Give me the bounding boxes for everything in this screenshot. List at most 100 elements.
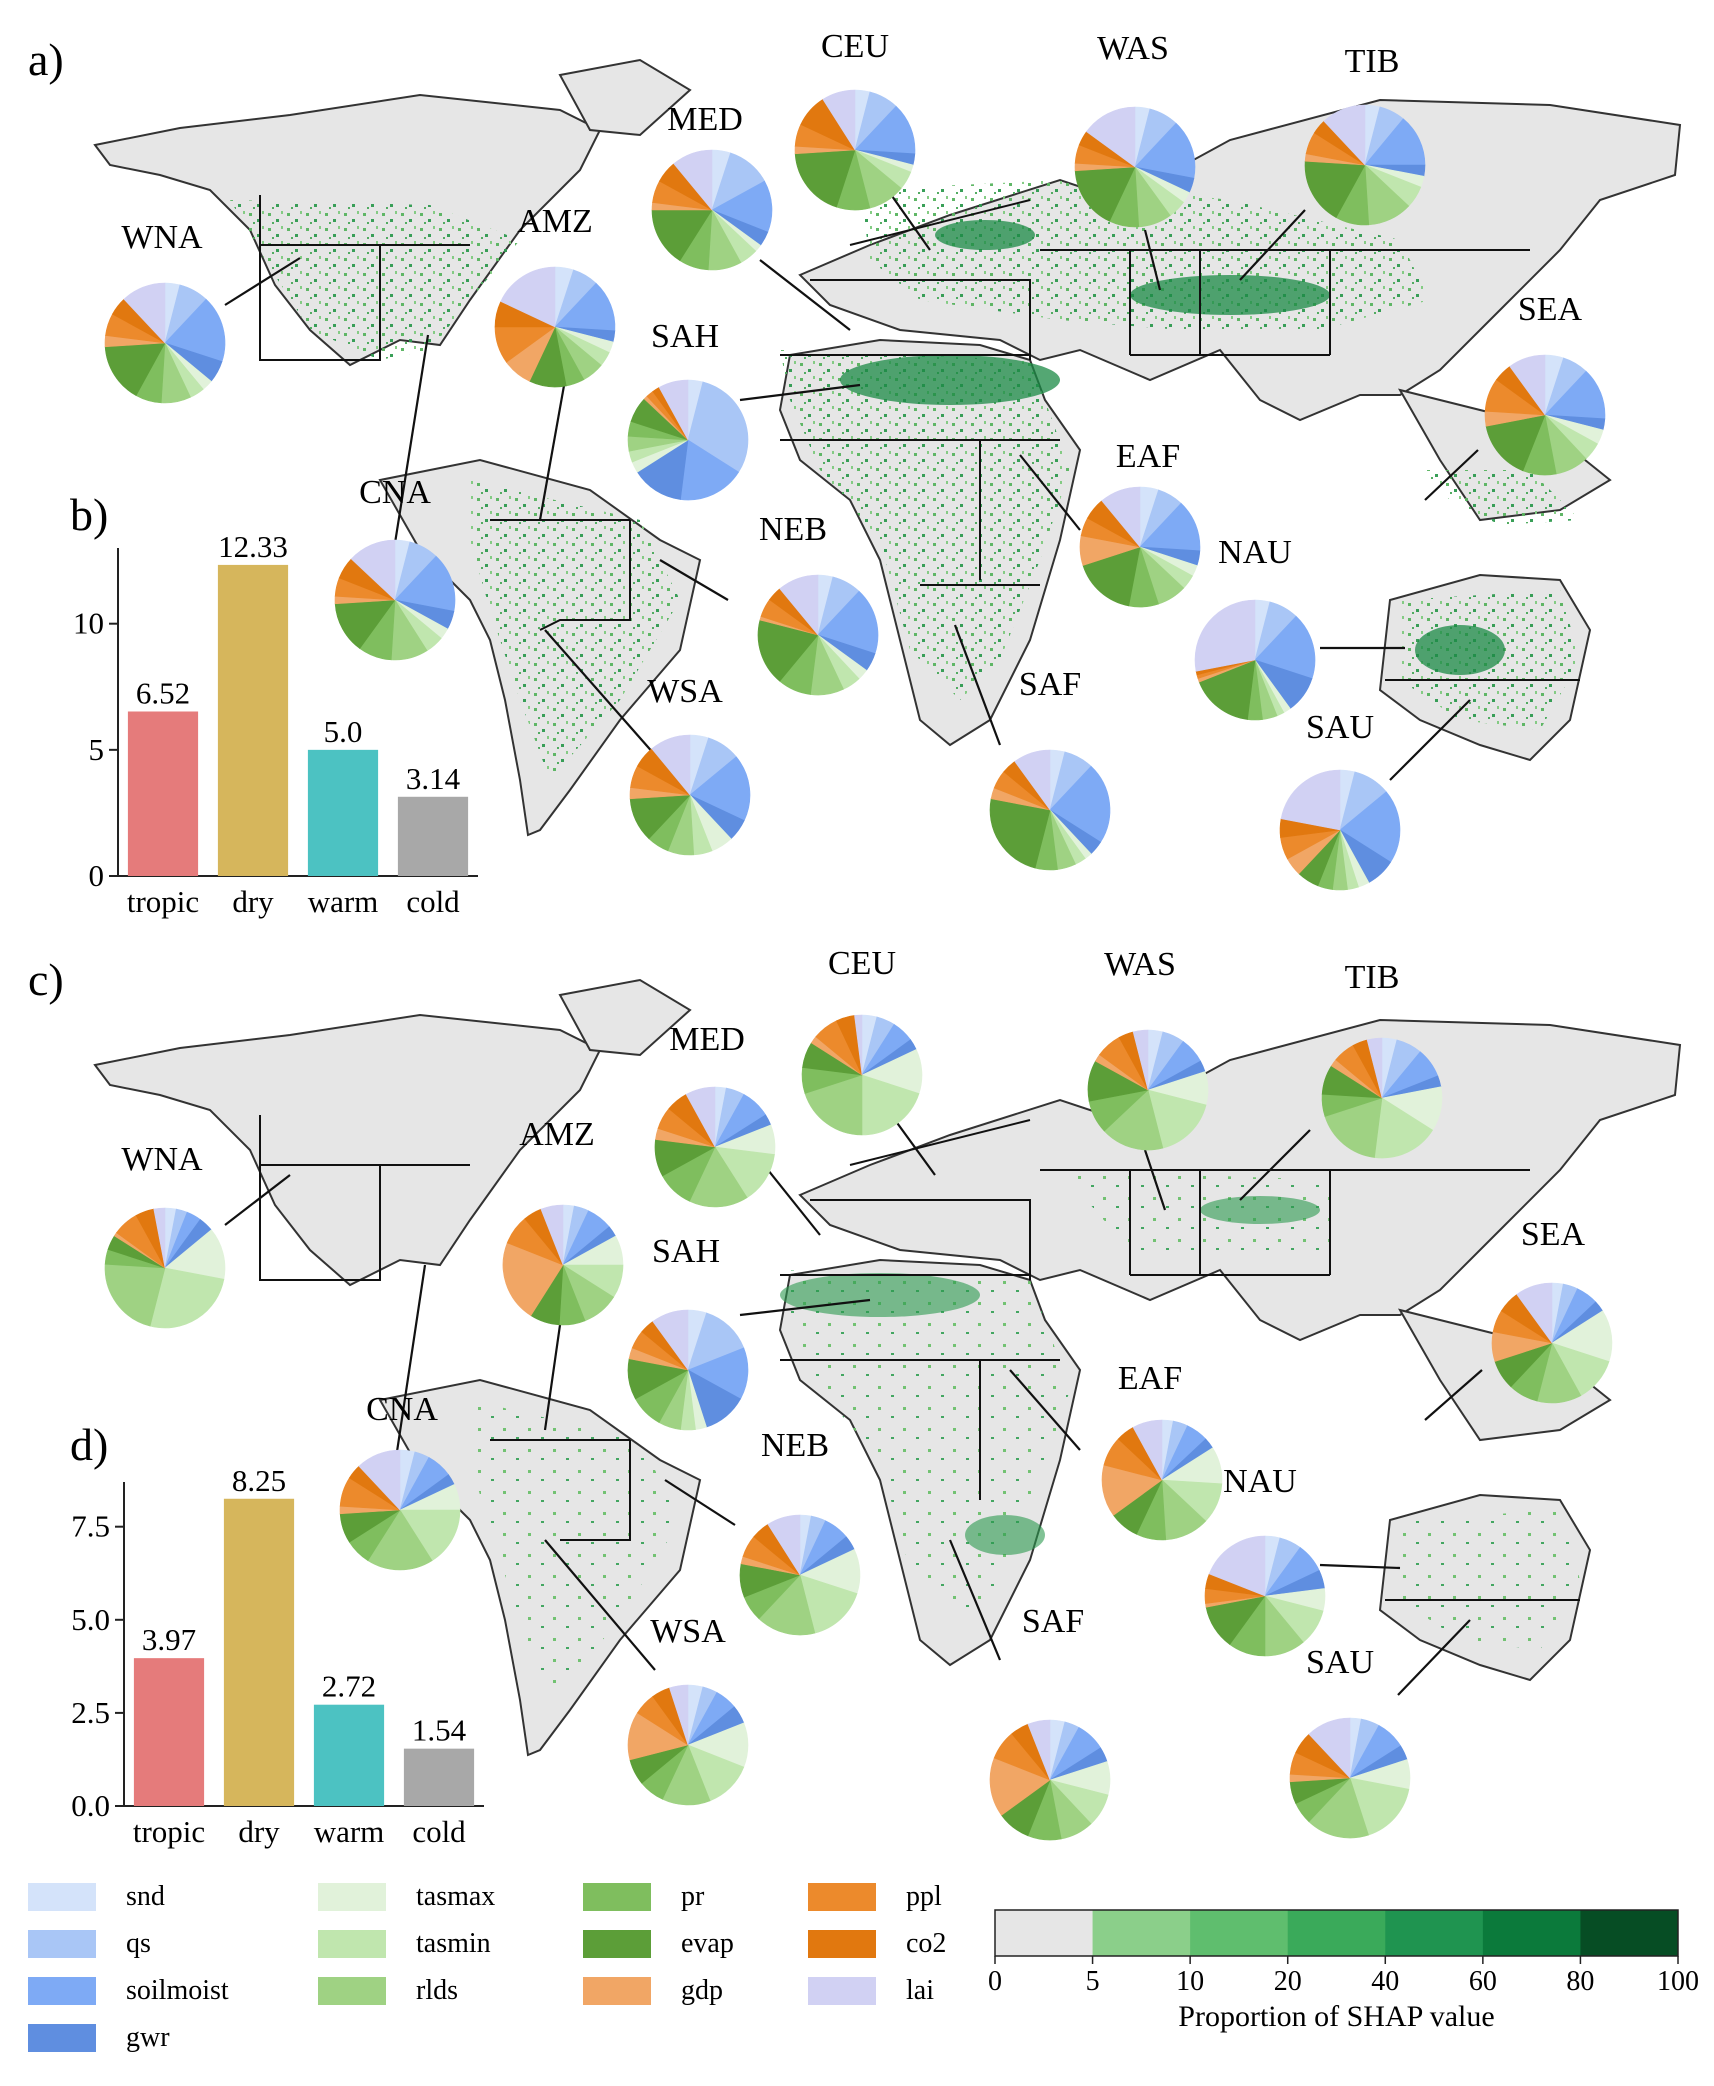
legend-label: gdp bbox=[681, 1975, 723, 2006]
x-tick-label: dry bbox=[238, 1814, 280, 1849]
region-label: NAU bbox=[1223, 1463, 1297, 1500]
pie-slice-rlds bbox=[367, 1509, 433, 1571]
pie-slice-evap bbox=[1074, 166, 1136, 222]
pie-slice-evap bbox=[651, 209, 713, 262]
bar-dry bbox=[217, 564, 289, 876]
pie-slice-lai bbox=[685, 1086, 716, 1148]
colorbar-tick-label: 40 bbox=[1371, 1966, 1399, 1997]
x-tick-label: warm bbox=[308, 884, 379, 919]
region-label: SAH bbox=[652, 1233, 720, 1270]
pie-ceu: CEU bbox=[794, 28, 916, 211]
bar-value-label: 12.33 bbox=[218, 529, 288, 564]
pie-slice-rlds bbox=[689, 1146, 748, 1208]
pie-slice-lai bbox=[651, 734, 691, 796]
pie-nau: NAU bbox=[1194, 534, 1316, 721]
bar-value-label: 3.14 bbox=[406, 761, 461, 796]
x-tick-label: cold bbox=[406, 884, 460, 919]
region-label: WNA bbox=[121, 1141, 203, 1178]
pie-slice-qs bbox=[687, 381, 749, 473]
pie-wna: WNA bbox=[104, 1141, 226, 1329]
pie-slice-evap bbox=[989, 798, 1051, 869]
region-label: CNA bbox=[366, 1391, 438, 1428]
legend-item-qs: qs bbox=[28, 1928, 151, 1959]
pie-slice-lai bbox=[1132, 1029, 1149, 1091]
bar-tropic bbox=[133, 1658, 205, 1806]
pie-slice-lai bbox=[779, 574, 819, 636]
pie-slice-evap bbox=[1304, 160, 1366, 218]
pie-saf: SAF bbox=[989, 1603, 1111, 1841]
legend-item-tasmin: tasmin bbox=[318, 1928, 491, 1959]
colorbar-bin bbox=[1580, 1910, 1679, 1956]
pie-slice-tasmin bbox=[1349, 1777, 1410, 1836]
panel-label-b: b) bbox=[70, 489, 108, 540]
pie-slice-rlds bbox=[1324, 1097, 1383, 1158]
pie-slice-soilmoist bbox=[164, 298, 226, 362]
bar-value-label: 3.97 bbox=[142, 1622, 196, 1657]
x-tick-label: cold bbox=[412, 1814, 466, 1849]
pie-slice-lai bbox=[500, 266, 556, 328]
legend-swatch bbox=[28, 1883, 96, 1911]
region-label: SAF bbox=[1022, 1603, 1084, 1640]
region-label: TIB bbox=[1345, 43, 1400, 80]
legend-item-co2: co2 bbox=[808, 1928, 946, 1959]
pie-amz: AMZ bbox=[502, 1116, 624, 1326]
pie-wsa: WSA bbox=[629, 673, 751, 856]
region-label: NEB bbox=[759, 511, 827, 548]
bar-chart-d: 0.0 2.5 5.0 7.5 3.97 tropic 8.25 dry 2.72 warm 1.5… bbox=[71, 1463, 484, 1849]
pie-slice-lai bbox=[1086, 106, 1136, 168]
legend-swatch bbox=[318, 1883, 386, 1911]
pie-slice-lai bbox=[123, 282, 166, 344]
y-tick-label: 0.0 bbox=[71, 1788, 110, 1823]
panel-label-a: a) bbox=[28, 34, 64, 85]
region-label: CNA bbox=[359, 474, 431, 511]
pie-slice-tasmin bbox=[1147, 1089, 1207, 1149]
pie-slice-lai bbox=[658, 379, 689, 441]
region-label: EAF bbox=[1118, 1360, 1182, 1397]
region-label: SAU bbox=[1306, 1644, 1374, 1681]
legend-label: ppl bbox=[906, 1881, 942, 1912]
pie-neb: NEB bbox=[739, 1427, 861, 1636]
map-c bbox=[93, 978, 1682, 1757]
legend-swatch bbox=[583, 1977, 651, 2005]
pie-slice-lai bbox=[1516, 1282, 1553, 1344]
y-tick-label: 0 bbox=[89, 858, 105, 893]
region-label: SAU bbox=[1306, 709, 1374, 746]
bar-tropic bbox=[127, 711, 199, 876]
pie-slice-tasmin bbox=[799, 1574, 858, 1634]
region-label: WNA bbox=[121, 219, 203, 256]
variable-legend: snd qs soilmoist gwr tasmax tasmin rlds pr evap g… bbox=[28, 1881, 946, 2053]
x-tick-label: dry bbox=[232, 884, 274, 919]
veg-hotspots bbox=[840, 220, 1505, 675]
legend-swatch bbox=[808, 1883, 876, 1911]
region-label: CEU bbox=[821, 28, 889, 65]
pie-slice-rlds bbox=[1308, 1777, 1369, 1839]
pie-slice-soilmoist bbox=[680, 439, 740, 501]
legend-swatch bbox=[808, 1977, 876, 2005]
pie-slice-rlds bbox=[804, 1074, 863, 1136]
pie-slice-lai bbox=[1366, 1037, 1383, 1099]
pie-slice-tasmin bbox=[714, 1146, 775, 1199]
pie-slice-gdp bbox=[502, 1242, 564, 1317]
pie-wsa: WSA bbox=[627, 1613, 749, 1806]
region-label: SAH bbox=[651, 318, 719, 355]
pie-slice-lai bbox=[652, 1309, 689, 1371]
pie-slice-evap bbox=[794, 149, 856, 208]
bar-value-label: 6.52 bbox=[136, 675, 190, 710]
x-tick-label: tropic bbox=[127, 884, 199, 919]
pie-sau: SAU bbox=[1289, 1644, 1411, 1839]
pie-slice-lai bbox=[358, 1449, 401, 1511]
x-tick-label: tropic bbox=[133, 1814, 205, 1849]
pie-slice-tasmin bbox=[399, 1509, 461, 1562]
colorbar-bin bbox=[1190, 1910, 1289, 1956]
region-label: AMZ bbox=[519, 1116, 595, 1153]
region-label: EAF bbox=[1116, 438, 1180, 475]
pie-slice-lai bbox=[1323, 104, 1366, 166]
legend-label: soilmoist bbox=[126, 1975, 229, 2006]
colorbar-tick-label: 10 bbox=[1176, 1966, 1204, 1997]
pie-slice-soilmoist bbox=[1134, 122, 1196, 179]
legend-label: co2 bbox=[906, 1928, 946, 1959]
pie-slice-lai bbox=[350, 539, 396, 601]
pie-slice-lai bbox=[1132, 1419, 1163, 1481]
legend-item-soilmoist: soilmoist bbox=[28, 1975, 229, 2006]
region-label: WSA bbox=[647, 673, 723, 710]
